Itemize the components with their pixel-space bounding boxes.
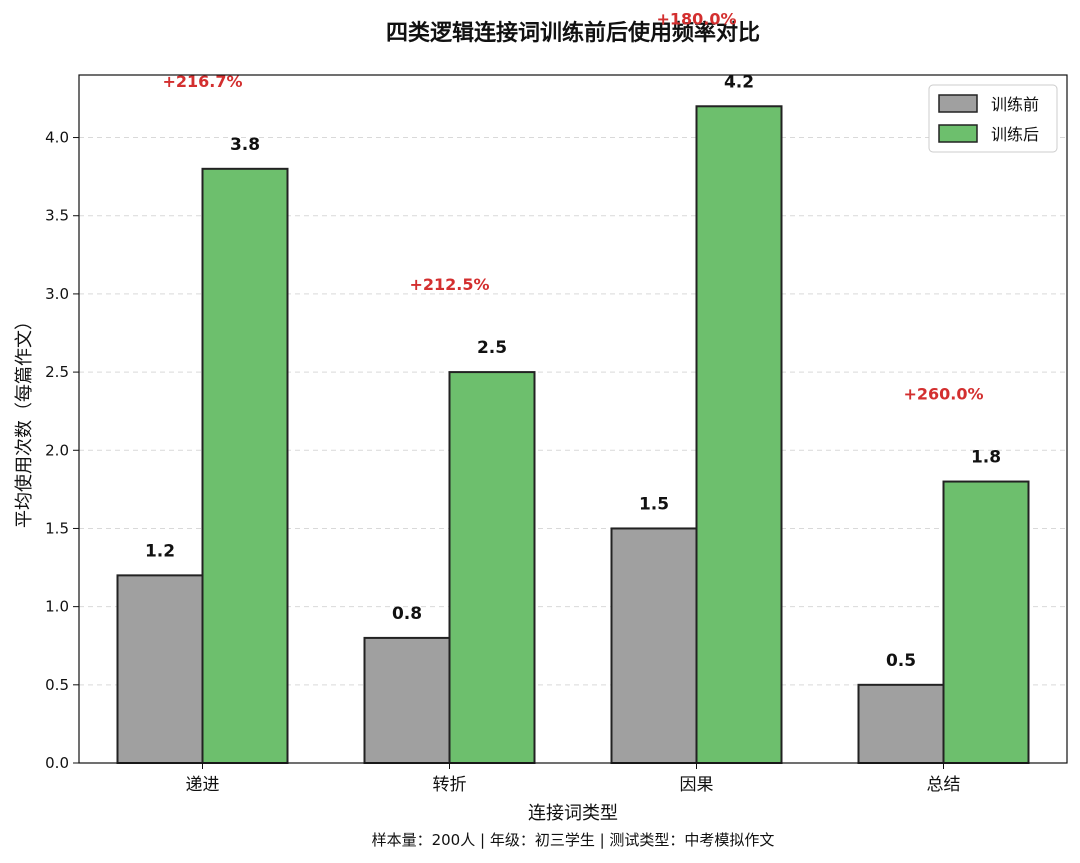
x-axis-label: 连接词类型 bbox=[528, 803, 618, 824]
value-label: 0.8 bbox=[392, 604, 422, 624]
bar-after bbox=[695, 105, 783, 765]
y-tick-label: 3.5 bbox=[45, 207, 69, 225]
x-tick-label: 总结 bbox=[927, 775, 961, 795]
bar-before bbox=[857, 683, 945, 764]
y-tick-label: 0.5 bbox=[45, 676, 69, 694]
legend-swatch bbox=[938, 94, 978, 113]
bar-after bbox=[942, 480, 1030, 764]
change-label: +216.7% bbox=[162, 72, 242, 91]
value-label: 1.8 bbox=[971, 448, 1001, 468]
change-label: +180.0% bbox=[656, 9, 736, 28]
bar-after bbox=[448, 371, 536, 764]
bar-after bbox=[201, 167, 289, 764]
x-tick-label: 转折 bbox=[433, 775, 467, 795]
y-tick-label: 1.0 bbox=[45, 598, 69, 616]
plot-frame bbox=[78, 74, 1068, 764]
legend-entry: 训练前 bbox=[991, 95, 1039, 114]
value-label: 0.5 bbox=[886, 651, 916, 671]
change-label: +260.0% bbox=[903, 385, 983, 404]
change-label: +212.5% bbox=[409, 275, 489, 294]
bars bbox=[116, 105, 1030, 765]
y-tick-label: 2.5 bbox=[45, 363, 69, 381]
legend-swatch bbox=[938, 124, 978, 143]
value-label: 1.5 bbox=[639, 494, 669, 514]
value-label: 1.2 bbox=[145, 541, 175, 561]
y-tick-label: 0.0 bbox=[45, 754, 69, 772]
bar-before bbox=[610, 527, 698, 764]
x-tick-label: 因果 bbox=[680, 775, 714, 795]
axes: 0.0 0.5 1.0 1.5 2.0 2.5 3.0 3.5 4.0 递进 转折 因果 总结 bbox=[45, 74, 1068, 795]
footnote: 样本量：200人 | 年级：初三学生 | 测试类型：中考模拟作文 bbox=[372, 831, 775, 849]
y-tick-label: 3.0 bbox=[45, 285, 69, 303]
value-label: 3.8 bbox=[230, 135, 260, 155]
legend-entry: 训练后 bbox=[991, 125, 1039, 144]
bar-before bbox=[363, 636, 451, 765]
bar-before bbox=[116, 574, 204, 765]
y-axis-label: 平均使用次数（每篇作文） bbox=[14, 312, 35, 528]
value-label: 2.5 bbox=[477, 338, 507, 358]
y-tick-label: 2.0 bbox=[45, 441, 69, 459]
value-label: 4.2 bbox=[724, 72, 754, 92]
y-tick-label: 4.0 bbox=[45, 129, 69, 147]
y-tick-label: 1.5 bbox=[45, 519, 69, 537]
chart-title: 四类逻辑连接词训练前后使用频率对比 bbox=[386, 20, 760, 46]
data-labels: 1.2 3.8 +216.7% 0.8 2.5 +212.5% 1.5 4.2 +180.0% 0… bbox=[145, 9, 1001, 671]
x-tick-label: 递进 bbox=[186, 775, 220, 795]
